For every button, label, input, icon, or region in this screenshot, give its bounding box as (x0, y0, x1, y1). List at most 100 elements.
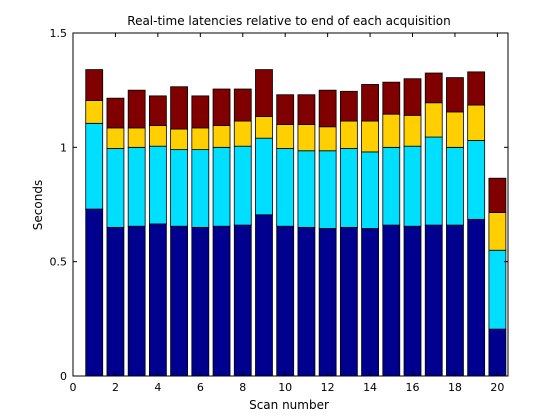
x-tick-label: 20 (490, 381, 504, 394)
bar-segment-scan-8-layer-4 (233, 88, 252, 122)
bar-segment-scan-17-layer-4 (424, 72, 443, 104)
y-axis: 0 0.5 1 1.5 (50, 27, 508, 383)
x-tick-label: 16 (406, 381, 420, 394)
bar-segment-scan-15-layer-3 (382, 113, 401, 148)
plot-frame (72, 32, 509, 377)
bar-segment-scan-8-layer-2 (233, 145, 252, 226)
bar-segment-scan-15-layer-1 (382, 224, 401, 377)
bar-segment-scan-13-layer-4 (339, 90, 358, 122)
bar-segment-scan-10-layer-2 (276, 148, 295, 227)
bar-segment-scan-8-layer-3 (233, 120, 252, 147)
bar-segment-scan-5-layer-3 (170, 128, 188, 151)
y-axis-label: Seconds (31, 180, 45, 230)
bar-segment-scan-10-layer-3 (276, 124, 295, 149)
bar-segment-scan-7-layer-1 (212, 225, 231, 377)
bar-segment-scan-13-layer-2 (339, 148, 358, 228)
bar-segment-scan-16-layer-4 (403, 78, 422, 116)
bar-segment-scan-11-layer-3 (297, 124, 316, 152)
bar-segment-scan-10-layer-1 (276, 225, 295, 377)
bar-segment-scan-20-layer-1 (488, 328, 507, 377)
bar-segment-scan-17-layer-2 (424, 136, 443, 226)
bar-segment-scan-3-layer-4 (127, 89, 146, 129)
x-axis-label: Scan number (249, 398, 329, 412)
bar-segment-scan-4-layer-1 (148, 223, 167, 377)
bar-segment-scan-5-layer-2 (170, 149, 188, 227)
bar-segment-scan-2-layer-1 (106, 226, 125, 377)
bar-segment-scan-17-layer-3 (424, 102, 443, 138)
x-axis: 0 2 4 6 8 10 12 14 16 18 20 (70, 33, 504, 394)
bar-segment-scan-9-layer-2 (255, 137, 273, 216)
bar-segment-scan-4-layer-4 (148, 95, 167, 127)
bar-segment-scan-1-layer-3 (85, 100, 104, 124)
y-tick-label: 1.5 (50, 27, 68, 40)
bar-segment-scan-17-layer-1 (424, 224, 443, 377)
bar-segment-scan-7-layer-2 (212, 146, 231, 227)
x-tick-label: 18 (448, 381, 462, 394)
x-tick-label: 4 (154, 381, 161, 394)
bar-segment-scan-14-layer-3 (361, 120, 379, 153)
x-tick-label: 0 (70, 381, 77, 394)
bar-segment-scan-20-layer-3 (488, 212, 507, 251)
bar-segment-scan-6-layer-2 (191, 149, 210, 228)
bar-segment-scan-9-layer-1 (255, 214, 273, 377)
bar-segment-scan-19-layer-4 (467, 71, 486, 106)
bar-segment-scan-19-layer-3 (467, 104, 486, 141)
x-tick-label: 10 (278, 381, 292, 394)
bar-segment-scan-12-layer-4 (318, 89, 337, 128)
bar-segment-scan-1-layer-2 (85, 122, 104, 210)
bar-segment-scan-18-layer-2 (446, 146, 464, 226)
bar-segment-scan-9-layer-3 (255, 116, 273, 139)
bar-segment-scan-4-layer-2 (148, 145, 167, 225)
bar-segment-scan-11-layer-4 (297, 94, 316, 125)
bar-segment-scan-7-layer-3 (212, 125, 231, 148)
bar-segment-scan-14-layer-1 (361, 228, 379, 377)
bar-segment-scan-18-layer-3 (446, 111, 464, 148)
x-tick-label: 8 (239, 381, 246, 394)
bar-segment-scan-16-layer-3 (403, 114, 422, 147)
bar-segment-scan-11-layer-2 (297, 150, 316, 228)
y-tick-label: 1 (60, 141, 67, 154)
bar-segment-scan-16-layer-1 (403, 225, 422, 377)
bar-segment-scan-18-layer-1 (446, 224, 464, 377)
bar-segment-scan-16-layer-2 (403, 145, 422, 227)
bar-segment-scan-15-layer-4 (382, 81, 401, 115)
bars-layer (85, 69, 507, 377)
bar-segment-scan-14-layer-2 (361, 151, 379, 229)
bar-segment-scan-9-layer-4 (255, 69, 273, 117)
bar-segment-scan-18-layer-4 (446, 77, 464, 113)
y-tick-label: 0.5 (50, 256, 68, 269)
bar-segment-scan-2-layer-2 (106, 148, 125, 228)
bar-segment-scan-20-layer-2 (488, 249, 507, 330)
bar-segment-scan-20-layer-4 (488, 177, 507, 213)
bar-segment-scan-13-layer-3 (339, 120, 358, 149)
bar-segment-scan-13-layer-1 (339, 226, 358, 377)
bar-segment-scan-8-layer-1 (233, 224, 252, 377)
bar-segment-scan-2-layer-4 (106, 97, 125, 129)
bar-segment-scan-4-layer-3 (148, 125, 167, 147)
x-tick-label: 14 (363, 381, 377, 394)
bar-segment-scan-5-layer-1 (170, 225, 188, 377)
bar-segment-scan-19-layer-2 (467, 140, 486, 220)
x-tick-label: 6 (197, 381, 204, 394)
bar-segment-scan-6-layer-3 (191, 127, 210, 151)
bar-segment-scan-12-layer-3 (318, 126, 337, 152)
bar-segment-scan-5-layer-4 (170, 86, 188, 130)
bar-segment-scan-12-layer-1 (318, 228, 337, 377)
bar-segment-scan-3-layer-2 (127, 146, 146, 227)
bar-segment-scan-2-layer-3 (106, 127, 125, 149)
chart-title: Real-time latencies relative to end of e… (127, 14, 450, 28)
bar-segment-scan-6-layer-4 (191, 95, 210, 129)
bar-segment-scan-3-layer-3 (127, 127, 146, 148)
x-tick-label: 12 (321, 381, 335, 394)
bar-segment-scan-10-layer-4 (276, 94, 295, 125)
y-tick-label: 0 (60, 370, 67, 383)
bar-segment-scan-7-layer-4 (212, 88, 231, 127)
bar-segment-scan-1-layer-4 (85, 69, 104, 101)
bar-segment-scan-15-layer-2 (382, 146, 401, 226)
bar-segment-scan-11-layer-1 (297, 226, 316, 377)
bar-segment-scan-1-layer-1 (85, 208, 104, 377)
bar-segment-scan-19-layer-1 (467, 218, 486, 377)
bar-segment-scan-14-layer-4 (361, 84, 379, 122)
bar-segment-scan-12-layer-2 (318, 150, 337, 229)
